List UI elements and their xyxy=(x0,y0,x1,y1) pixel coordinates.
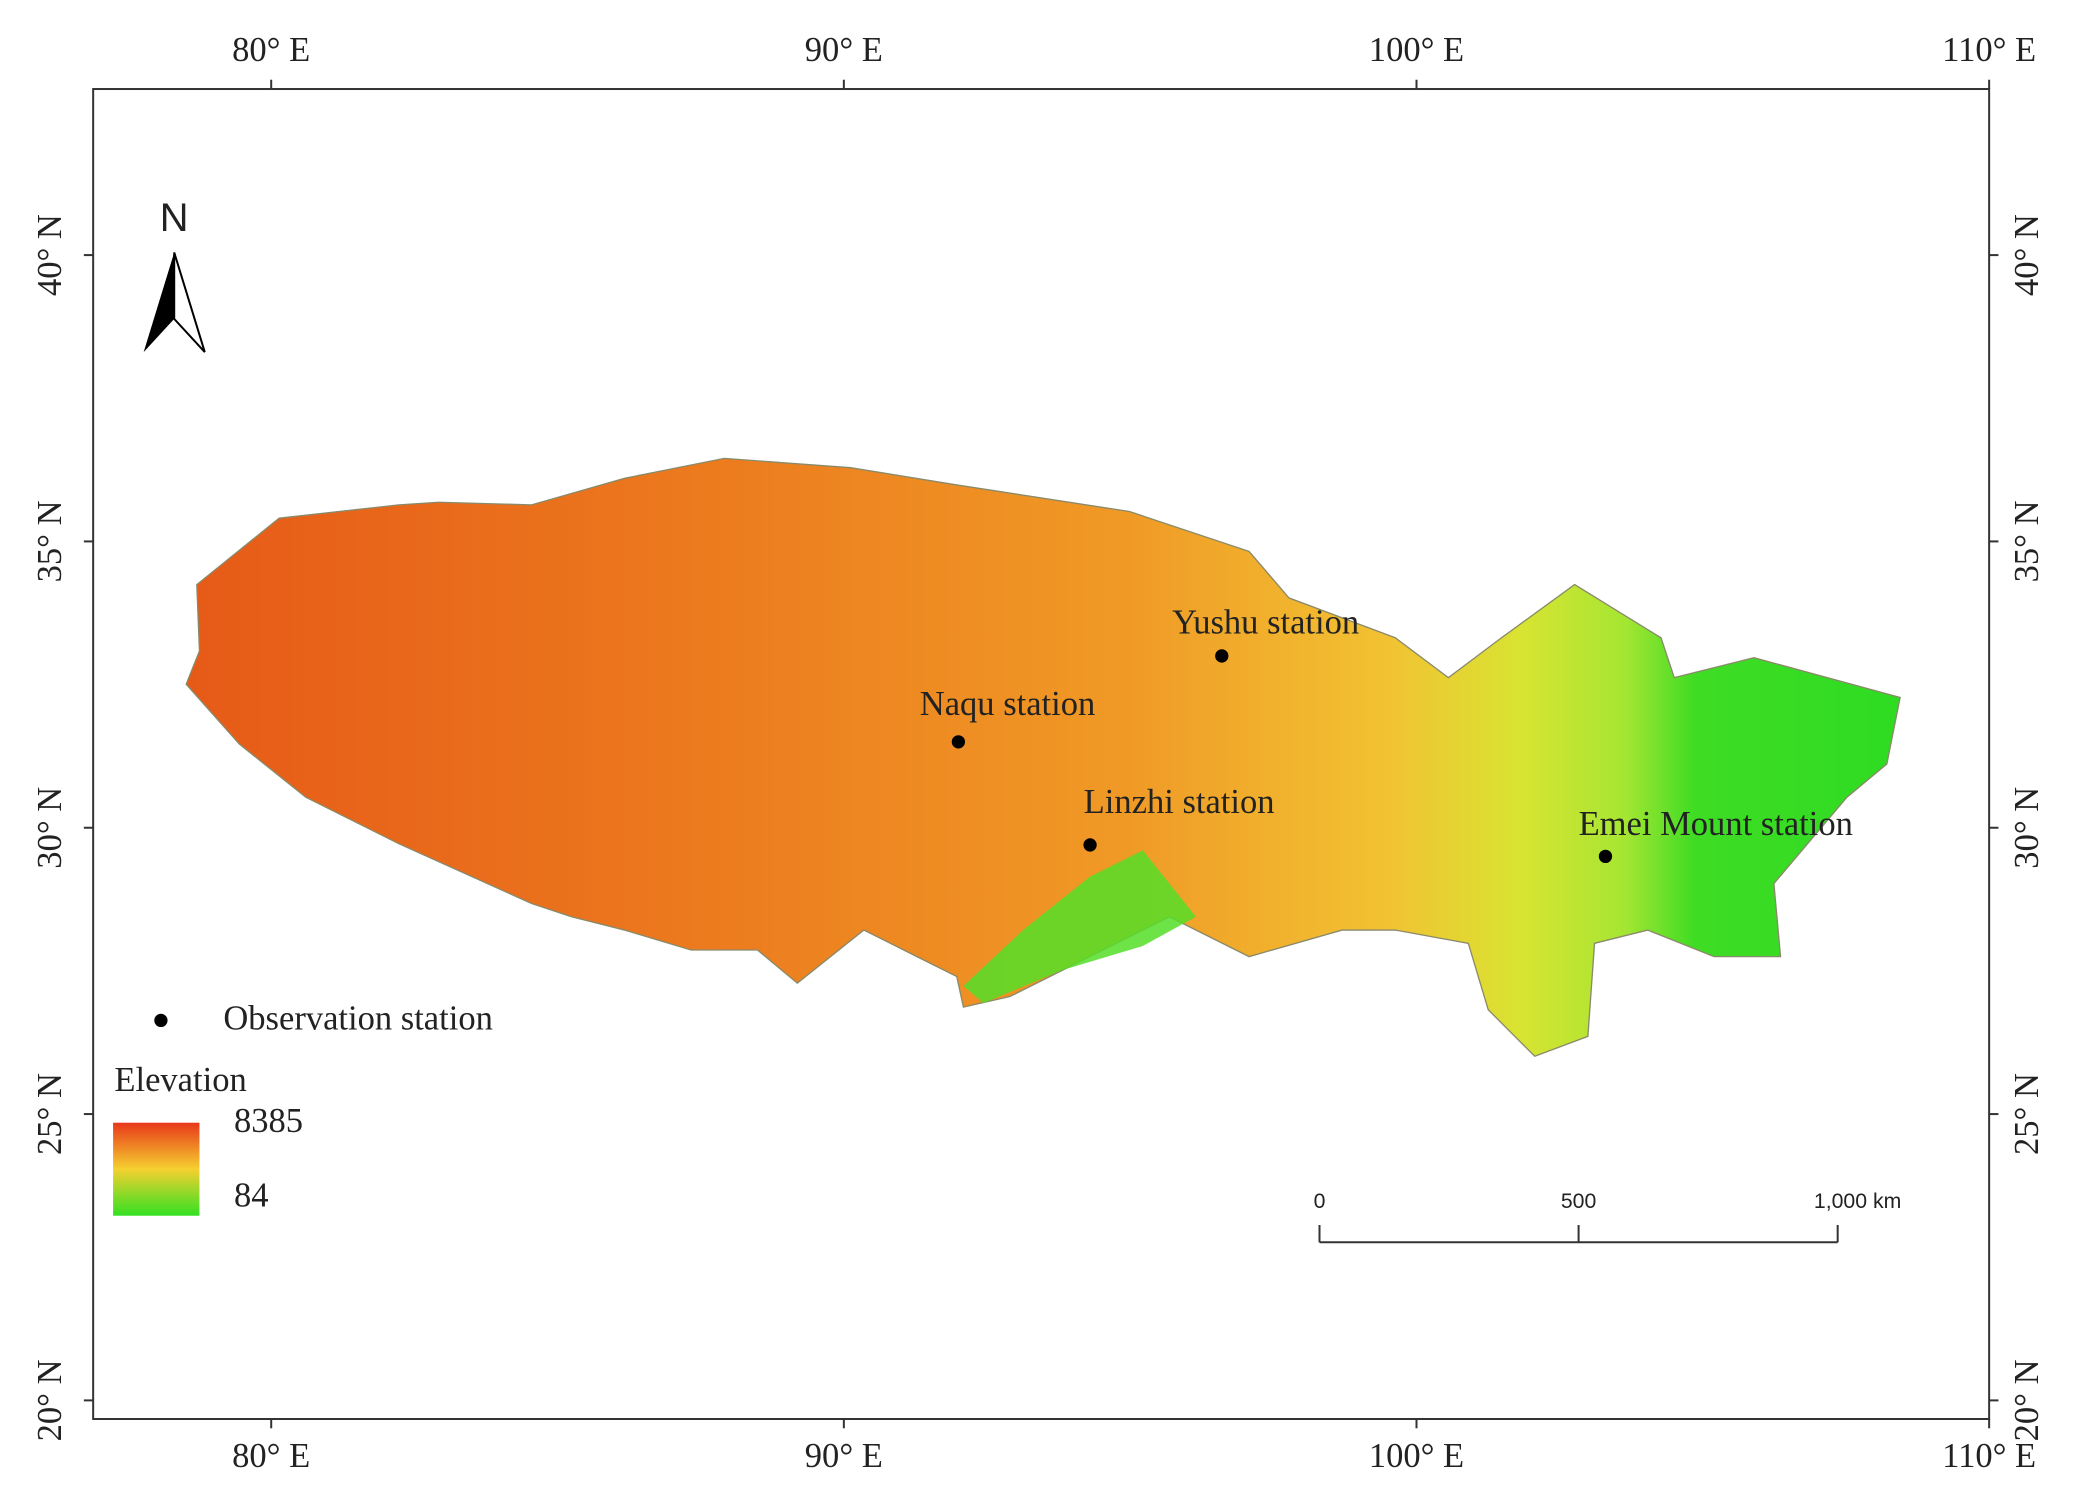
y-tick-label-left: 30° N xyxy=(31,787,69,869)
y-tick-label-right: 40° N xyxy=(2008,214,2046,296)
station-label: Emei Mount station xyxy=(1579,805,1853,843)
elevation-ramp xyxy=(113,1122,200,1216)
y-tick-label-right: 30° N xyxy=(2008,787,2046,869)
station-label: Naqu station xyxy=(920,685,1096,723)
y-tick-label-left: 40° N xyxy=(31,214,69,296)
x-tick-label-top: 110° E xyxy=(1942,31,2036,69)
scale-bar-label: 1,000 km xyxy=(1814,1189,1901,1213)
station-point xyxy=(951,735,966,749)
y-tick-label-right: 35° N xyxy=(2008,500,2046,582)
x-tick-label-bottom: 100° E xyxy=(1369,1437,1464,1475)
x-tick-label-top: 80° E xyxy=(232,31,310,69)
legend-station-symbol xyxy=(154,1013,168,1028)
x-tick-label-top: 90° E xyxy=(805,31,883,69)
legend-station-label: Observation station xyxy=(223,1000,492,1038)
station-point xyxy=(1598,849,1613,864)
station-point xyxy=(1083,838,1097,852)
lowland xyxy=(963,850,1196,1004)
elevation-min: 84 xyxy=(234,1176,269,1214)
north-label: N xyxy=(160,196,189,240)
legend-elevation-title: Elevation xyxy=(114,1061,246,1099)
scale-bar-label: 0 xyxy=(1314,1189,1326,1213)
x-tick-label-bottom: 80° E xyxy=(232,1437,310,1475)
y-tick-label-left: 25° N xyxy=(31,1073,69,1155)
y-tick-label-right: 25° N xyxy=(2008,1073,2046,1155)
y-tick-label-right: 20° N xyxy=(2008,1359,2046,1441)
scale-bar-label: 500 xyxy=(1561,1189,1596,1213)
y-tick-label-left: 20° N xyxy=(31,1359,69,1441)
station-label: Yushu station xyxy=(1172,603,1359,641)
north-arrow: N xyxy=(143,196,206,353)
station-label: Linzhi station xyxy=(1084,783,1275,821)
elevation-max: 8385 xyxy=(234,1102,303,1140)
station-point xyxy=(1215,649,1229,663)
x-tick-label-bottom: 110° E xyxy=(1942,1437,2036,1475)
x-tick-label-top: 100° E xyxy=(1369,31,1464,69)
x-tick-label-bottom: 90° E xyxy=(805,1437,883,1475)
y-tick-label-left: 35° N xyxy=(31,500,69,582)
plateau xyxy=(185,457,1901,1058)
